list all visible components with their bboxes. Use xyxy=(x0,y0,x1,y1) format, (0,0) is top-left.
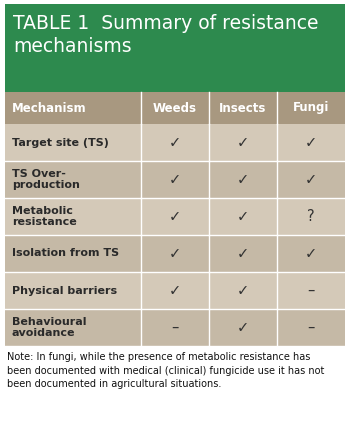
Bar xyxy=(5,309,345,346)
Text: Fungi: Fungi xyxy=(293,102,329,114)
Text: TABLE 1  Summary of resistance
mechanisms: TABLE 1 Summary of resistance mechanisms xyxy=(13,14,318,56)
Text: Physical barriers: Physical barriers xyxy=(12,286,117,295)
Text: ✓: ✓ xyxy=(169,283,181,298)
Text: ✓: ✓ xyxy=(237,283,249,298)
Text: Behavioural
avoidance: Behavioural avoidance xyxy=(12,316,86,338)
Text: ?: ? xyxy=(307,209,315,224)
Bar xyxy=(5,272,345,309)
Text: ✓: ✓ xyxy=(169,246,181,261)
Text: –: – xyxy=(171,320,179,335)
Text: ✓: ✓ xyxy=(169,209,181,224)
Text: ✓: ✓ xyxy=(237,246,249,261)
Text: ✓: ✓ xyxy=(305,172,317,187)
Text: Insects: Insects xyxy=(219,102,267,114)
Text: ✓: ✓ xyxy=(169,135,181,150)
Bar xyxy=(5,92,345,124)
Text: ✓: ✓ xyxy=(305,246,317,261)
Text: Note: In fungi, while the presence of metabolic resistance has
been documented w: Note: In fungi, while the presence of me… xyxy=(7,352,324,389)
Text: ✓: ✓ xyxy=(237,320,249,335)
Bar xyxy=(5,161,345,198)
Bar xyxy=(5,124,345,161)
Text: Metabolic
resistance: Metabolic resistance xyxy=(12,206,77,227)
Text: Target site (TS): Target site (TS) xyxy=(12,138,109,148)
Text: –: – xyxy=(307,283,315,298)
Text: Weeds: Weeds xyxy=(153,102,197,114)
Text: ✓: ✓ xyxy=(237,135,249,150)
Text: TS Over-
production: TS Over- production xyxy=(12,169,80,190)
Bar xyxy=(5,198,345,235)
Text: ✓: ✓ xyxy=(305,135,317,150)
Text: –: – xyxy=(307,320,315,335)
Text: Isolation from TS: Isolation from TS xyxy=(12,249,119,259)
Text: ✓: ✓ xyxy=(169,172,181,187)
Text: Mechanism: Mechanism xyxy=(12,102,87,114)
Bar xyxy=(5,235,345,272)
Bar xyxy=(5,4,345,92)
Text: ✓: ✓ xyxy=(237,172,249,187)
Text: ✓: ✓ xyxy=(237,209,249,224)
